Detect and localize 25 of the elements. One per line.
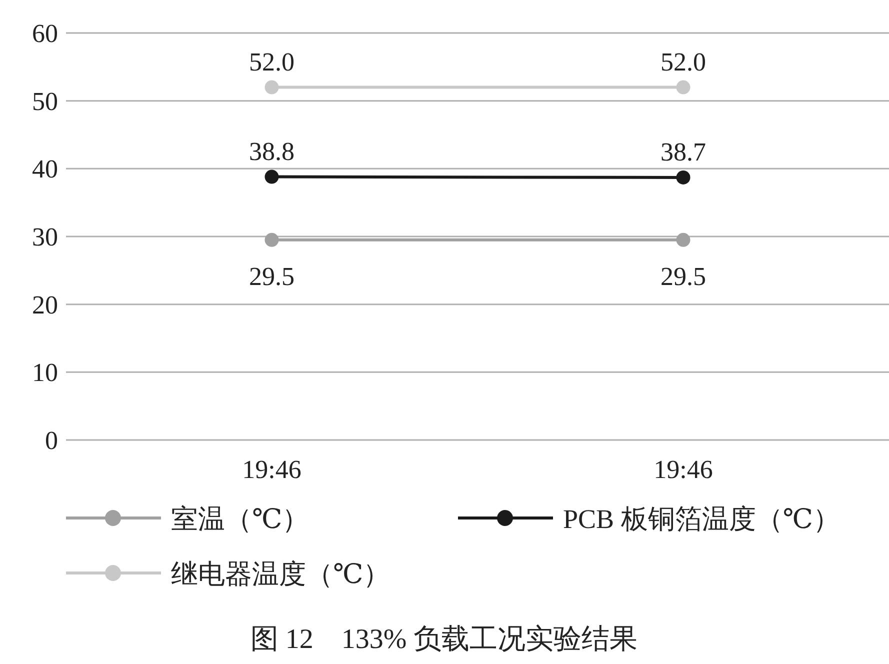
- data-label: 29.5: [660, 262, 706, 291]
- y-tick-label: 0: [45, 426, 58, 455]
- point: [676, 80, 690, 94]
- y-tick-label: 50: [32, 86, 58, 116]
- x-tick-label: 19:46: [654, 455, 713, 484]
- point: [264, 232, 279, 247]
- legend-label: 继电器温度（℃）: [171, 559, 390, 589]
- data-label: 52.0: [660, 47, 706, 76]
- y-tick-label: 40: [32, 154, 58, 184]
- data-label: 52.0: [249, 47, 294, 76]
- legend-label: PCB 板铜箔温度（℃）: [563, 504, 840, 534]
- point: [264, 80, 279, 94]
- y-tick-label: 20: [32, 290, 58, 320]
- x-tick-label: 19:46: [242, 455, 302, 484]
- point: [264, 170, 279, 184]
- y-tick-label: 60: [32, 19, 58, 48]
- legend-label: 室温（℃）: [171, 504, 310, 534]
- point: [676, 170, 690, 184]
- point: [676, 232, 690, 247]
- y-tick-label: 10: [32, 358, 58, 388]
- text: 图 12 133% 负载工况实验结果: [250, 624, 638, 655]
- data-label: 38.7: [660, 137, 706, 166]
- data-label: 29.5: [249, 262, 294, 291]
- data-label: 38.8: [249, 136, 294, 166]
- y-tick-label: 30: [32, 222, 58, 252]
